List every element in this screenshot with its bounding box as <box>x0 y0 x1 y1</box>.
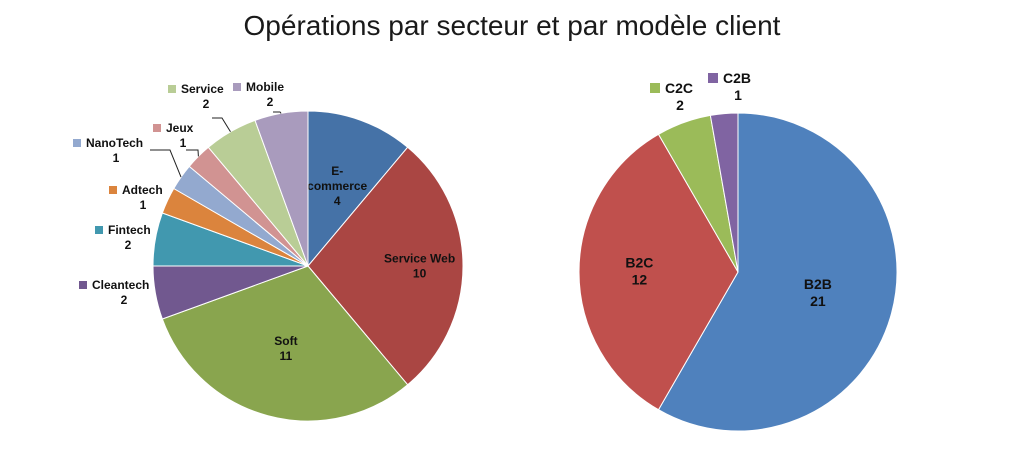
legend-key-service <box>168 85 176 93</box>
legend-key-jeux <box>153 124 161 132</box>
legend-key-fintech <box>95 226 103 234</box>
slice-label-fintech: Fintech <box>108 223 151 237</box>
leader-line-nanotech <box>150 149 182 178</box>
slice-value-c2b: 1 <box>734 87 742 103</box>
legend-key-c2b <box>708 73 718 83</box>
slice-label-b2c: B2C <box>625 255 653 271</box>
slice-label-jeux: Jeux <box>166 121 194 135</box>
pie-slice-c2b <box>709 112 739 273</box>
slice-label-service-web: Service Web <box>384 252 455 266</box>
leader-line-service <box>212 117 231 133</box>
slice-label-adtech: Adtech <box>122 183 163 197</box>
legend-key-cleantech <box>79 281 87 289</box>
slice-value-adtech: 1 <box>140 198 147 212</box>
slice-label-nanotech: NanoTech <box>86 136 143 150</box>
leader-line-jeux <box>186 149 199 157</box>
slice-label-mobile: Mobile <box>246 80 284 94</box>
slice-value-soft: 11 <box>280 349 293 363</box>
pie-slice-service-web <box>307 146 464 386</box>
slice-value-service-web: 10 <box>413 267 427 281</box>
slice-label-soft: Soft <box>274 334 297 348</box>
slice-value-b2b: 21 <box>810 293 826 309</box>
legend-key-nanotech <box>73 139 81 147</box>
legend-key-c2c <box>650 83 660 93</box>
slice-value-mobile: 2 <box>267 95 274 109</box>
pie-slice-e-commerce <box>307 110 409 268</box>
slice-label-e-commerce: E- <box>331 164 343 178</box>
slice-label-b2b: B2B <box>804 276 832 292</box>
slice-label-service: Service <box>181 82 224 96</box>
slice-value-jeux: 1 <box>180 136 187 150</box>
pie-slice-b2b <box>657 112 898 432</box>
leader-line-mobile <box>273 111 282 114</box>
pie-slice-soft <box>161 265 409 422</box>
slice-value-cleantech: 2 <box>121 293 128 307</box>
slice-value-c2c: 2 <box>676 97 684 113</box>
slice-label-c2b: C2B <box>723 70 751 86</box>
legend-key-mobile <box>233 83 241 91</box>
slice-value-service: 2 <box>203 97 210 111</box>
slice-value-nanotech: 1 <box>113 151 120 165</box>
slice-label-c2c: C2C <box>665 80 693 96</box>
legend-key-adtech <box>109 186 117 194</box>
slice-value-e-commerce: 4 <box>334 194 341 208</box>
slice-label-e-commerce: commerce <box>307 179 367 193</box>
slice-value-b2c: 12 <box>632 272 648 288</box>
slice-label-cleantech: Cleantech <box>92 278 149 292</box>
slice-value-fintech: 2 <box>125 238 132 252</box>
chart-title: Opérations par secteur et par modèle cli… <box>243 10 781 41</box>
